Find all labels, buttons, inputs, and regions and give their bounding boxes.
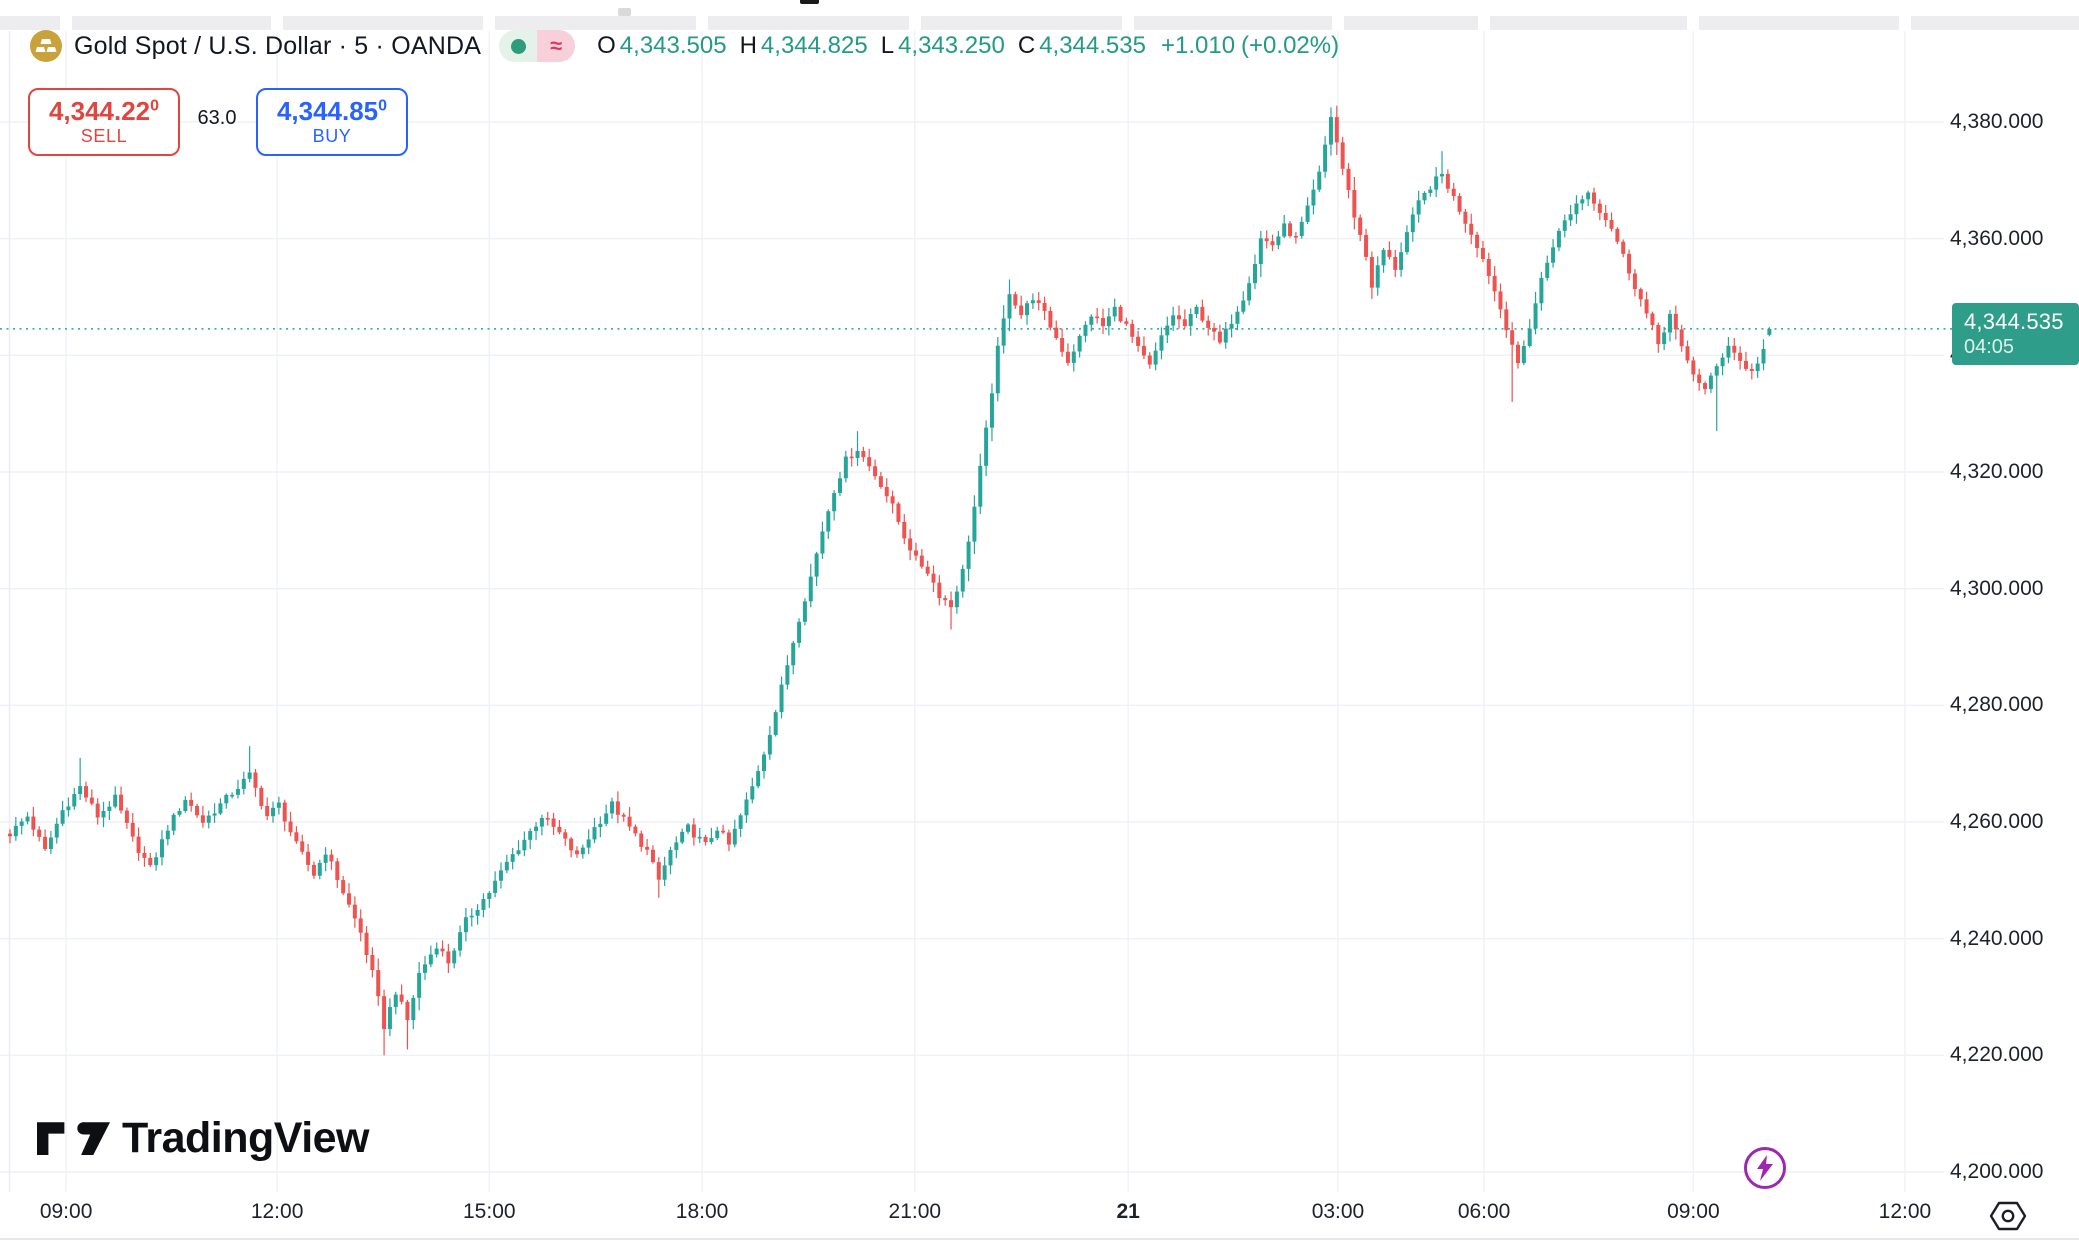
gold-bars-icon [35,39,57,52]
price-axis-label: 4,300.000 [1950,576,2044,600]
tradingview-logo-icon [37,1121,110,1155]
window-bottom-border [0,1238,2079,1240]
price-axis-label: 4,320.000 [1950,459,2044,483]
toolbar-strip-gap [1122,16,1135,30]
axis-settings-button[interactable] [1988,1200,2028,1232]
buy-price: 4,344.85 [276,96,379,127]
sell-label: SELL [80,125,128,146]
time-axis-label: 18:00 [675,1200,729,1223]
price-axis-label: 4,220.000 [1950,1043,2044,1067]
tradingview-watermark: TradingView [37,1114,370,1163]
time-axis-label: 06:00 [1457,1200,1511,1223]
market-open-dot-icon [510,38,526,54]
spread-value: 63.0 [197,107,237,129]
candles [8,105,1772,1056]
quick-trade-button[interactable] [1744,1147,1786,1189]
toolbar-strip-gap [1478,16,1491,30]
time-axis-label: 15:00 [463,1200,516,1223]
time-axis-label: 21 [1116,1200,1140,1223]
ohlc-readout: O 4,343.505 H 4,344.825 L 4,343.250 C 4,344.… [597,32,1339,60]
close-value: 4,344.535 [1039,32,1146,59]
time-axis-label: 12:00 [250,1200,304,1223]
gold-symbol-icon [30,30,62,62]
toolbar-strip-gap [1898,16,1911,30]
toolbar-strip-gap [908,16,921,30]
market-status-badge[interactable]: ≈ [499,30,576,62]
sell-price-fraction: 0 [150,97,160,115]
time-axis-label: 21:00 [888,1200,942,1223]
low-value: 4,343.250 [898,32,1005,59]
current-price-value: 4,344.535 [1964,309,2064,334]
time-axis-label: 09:00 [1667,1200,1720,1223]
delayed-data-indicator: ≈ [537,30,576,62]
price-axis-label: 4,380.000 [1950,110,2044,133]
buy-button[interactable]: 4,344.850 BUY [256,88,408,156]
price-axis-label: 4,360.000 [1950,226,2044,250]
sell-button[interactable]: 4,344.220 SELL [28,88,180,156]
toolbar-strip-gap [1331,16,1344,30]
close-label: C [1017,32,1036,59]
change-value: +1.010 [1160,32,1236,59]
toolbar-strip-gap [271,16,284,30]
price-axis-label: 4,280.000 [1950,693,2044,717]
cropped-toolbar-mark [800,0,819,4]
hexagon-settings-icon [1989,1201,2027,1231]
toolbar-strip-gap [483,16,496,30]
tradingview-wordmark: TradingView [122,1114,370,1162]
toolbar-strip-gap [696,16,709,30]
sell-price: 4,344.22 [48,96,151,127]
buy-price-fraction: 0 [378,97,388,115]
bar-countdown: 04:05 [1964,336,2015,358]
buy-label: BUY [312,125,352,146]
market-open-indicator [499,30,538,62]
lightning-bolt-icon [1757,1155,1773,1181]
current-price-tag: 4,344.535 04:05 [1952,303,2079,365]
open-label: O [597,32,616,59]
time-axis-label: 12:00 [1878,1200,1932,1223]
approx-icon: ≈ [550,33,563,58]
low-label: L [880,32,895,59]
symbol-title[interactable]: Gold Spot / U.S. Dollar · 5 · OANDA [74,31,482,60]
cropped-toolbar-strip [0,16,2079,30]
toolbar-strip-gap [1687,16,1700,30]
cropped-toolbar-mark [618,8,631,16]
high-value: 4,344.825 [760,32,868,59]
time-axis-label: 09:00 [39,1200,93,1223]
price-axis-label: 4,200.000 [1950,1159,2044,1183]
change-percent: (+0.02%) [1241,32,1340,59]
toolbar-strip-gap [60,16,73,30]
open-value: 4,343.505 [619,32,727,59]
price-axis-label: 4,240.000 [1950,926,2044,950]
time-axis-label: 03:00 [1311,1200,1365,1223]
high-label: H [739,32,757,59]
price-axis-label: 4,260.000 [1950,809,2044,833]
